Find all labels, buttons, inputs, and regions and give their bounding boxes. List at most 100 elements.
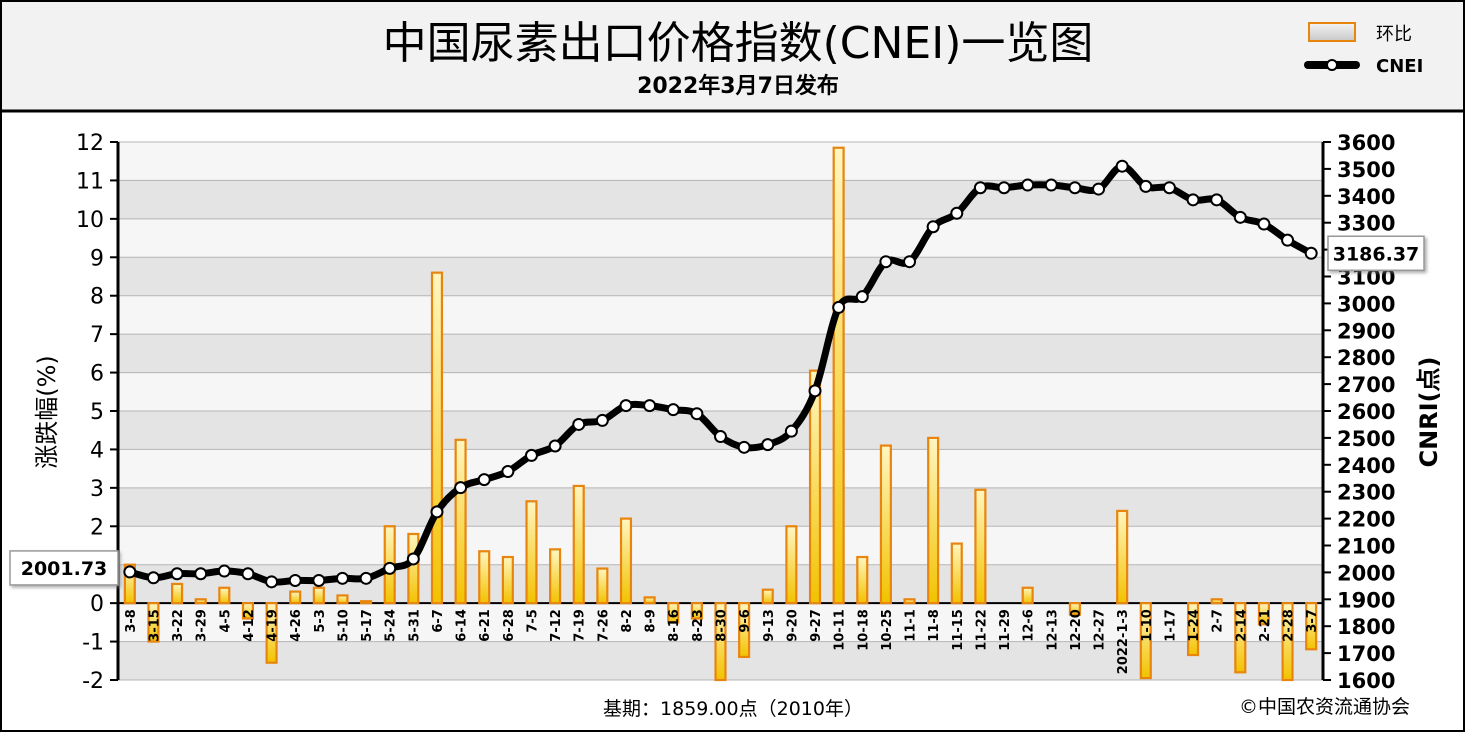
bar-4-5 (218, 586, 231, 605)
bar-3-29 (194, 598, 207, 605)
y-left-tick-label: 9 (90, 246, 104, 271)
x-tick-label: 2022-1-3 (1116, 609, 1131, 674)
x-tick-label: 6-7 (431, 609, 446, 633)
x-tick-label: 3-29 (195, 609, 210, 642)
chart-title: 中国尿素出口价格指数(CNEI)一览图 (383, 18, 1094, 69)
cnei-point-10-18 (855, 290, 869, 304)
y-left-tick-label: 4 (90, 438, 104, 463)
y-left-tick-label: 10 (76, 208, 104, 233)
bar-4-26 (289, 590, 302, 605)
y-axis-left-title: 涨跌幅(%) (33, 355, 61, 469)
x-tick-label: 6-14 (455, 609, 470, 642)
x-tick-label: 9-27 (809, 609, 824, 642)
y-right-tick-label: 2500 (1337, 427, 1395, 451)
bar-5-31 (407, 532, 420, 605)
bar-2-7 (1210, 598, 1223, 605)
bar-6-28 (501, 555, 514, 605)
cnei-point-11-22 (973, 181, 987, 195)
bar-10-11 (832, 146, 845, 605)
cnei-point-4-26 (288, 573, 302, 587)
x-tick-label: 9-13 (762, 609, 777, 642)
bar-7-5 (525, 500, 538, 605)
y-left-tick-label: 5 (90, 400, 104, 425)
cnei-point-9-6 (737, 440, 751, 454)
cnei-point-3-22 (170, 567, 184, 581)
bar-7-26 (596, 567, 609, 605)
bar-12-6 (1021, 586, 1034, 605)
bar-5-17 (360, 600, 373, 605)
bar-3-7 (1305, 602, 1318, 651)
x-tick-label: 11-8 (927, 609, 942, 642)
x-tick-label: 5-31 (407, 609, 422, 642)
bar-9-27 (808, 369, 822, 605)
cnei-point-5-3 (312, 573, 326, 587)
cnei-point-2022-1-3 (1115, 159, 1129, 173)
x-tick-label: 7-19 (573, 609, 588, 642)
legend-bar-swatch (1308, 22, 1356, 42)
y-right-tick-label: 2100 (1337, 535, 1395, 559)
y-left-tick-label: 6 (90, 362, 104, 387)
x-tick-label: 7-5 (525, 609, 540, 633)
cnei-point-8-16 (666, 403, 680, 417)
last-value-callout: 3186.37 (1327, 235, 1425, 272)
x-tick-label: 9-20 (785, 609, 800, 642)
chart-subtitle: 2022年3月7日发布 (637, 73, 839, 99)
bar-5-3 (312, 586, 325, 605)
bar-7-12 (549, 548, 562, 605)
first-value-callout-text: 2001.73 (21, 558, 108, 580)
x-tick-label: 10-25 (880, 609, 895, 651)
x-tick-label: 10-11 (833, 609, 848, 651)
cnei-point-2-28 (1281, 233, 1295, 247)
x-tick-label: 3-7 (1305, 609, 1320, 633)
y-right-tick-label: 3000 (1337, 292, 1395, 316)
cnei-point-6-28 (501, 465, 515, 479)
x-tick-label: 5-17 (360, 609, 375, 642)
x-tick-label: 12-13 (1045, 609, 1060, 651)
x-tick-label: 5-10 (336, 609, 351, 642)
grid-band (118, 526, 1323, 565)
bar-11-22 (974, 488, 987, 605)
x-tick-layer: 3-8 3-15 3-22 3-29 4-5 4-12 4-19 4-26 5-3 5-10 5-1… (124, 609, 1320, 674)
x-tick-label: 12-20 (1069, 609, 1084, 651)
bar-1-10 (1139, 602, 1152, 680)
bar-2-14 (1234, 602, 1247, 674)
x-tick-label: 3-8 (124, 609, 139, 633)
bar-4-19 (265, 602, 278, 664)
x-tick-label: 1-10 (1140, 609, 1155, 642)
cnei-point-12-27 (1092, 182, 1106, 196)
bar-2-28 (1281, 602, 1294, 682)
y-right-tick-label: 1800 (1337, 615, 1395, 639)
first-value-callout: 2001.73 (9, 550, 119, 586)
x-tick-label: 2-14 (1234, 609, 1249, 642)
x-tick-label: 12-6 (1022, 609, 1037, 642)
cnei-point-6-21 (477, 473, 491, 487)
bar-3-15 (147, 602, 160, 643)
cnei-point-3-7 (1304, 246, 1318, 260)
x-tick-label: 8-23 (691, 609, 706, 642)
x-tick-label: 7-26 (596, 609, 611, 642)
cnei-point-11-1 (903, 255, 917, 269)
bar-8-16 (667, 602, 680, 624)
x-tick-label: 8-2 (620, 609, 635, 633)
cnei-point-7-26 (595, 413, 609, 427)
y-right-tick-label: 3400 (1337, 185, 1395, 209)
x-tick-label: 3-15 (147, 609, 162, 642)
cnei-point-12-13 (1044, 178, 1058, 192)
cnei-point-2-14 (1233, 210, 1247, 224)
legend-line-marker (1326, 59, 1338, 71)
y-right-tick-label: 2000 (1337, 561, 1395, 585)
cnei-point-4-5 (217, 564, 231, 578)
y-axis-right-title: CNRI(点) (1415, 356, 1443, 467)
y-left-tick-label: 2 (90, 515, 104, 540)
y-right-tick-label: 3500 (1337, 158, 1395, 182)
bar-8-2 (619, 517, 633, 605)
last-value-callout-text: 3186.37 (1333, 243, 1420, 265)
x-tick-label: 4-5 (218, 609, 233, 633)
x-tick-label: 10-18 (856, 609, 871, 651)
cnei-point-5-10 (335, 571, 349, 585)
y-right-tick-label: 3300 (1337, 212, 1395, 236)
cnei-point-7-12 (548, 439, 562, 453)
x-tick-label: 2-7 (1211, 609, 1226, 633)
x-tick-label: 2-21 (1258, 609, 1273, 642)
